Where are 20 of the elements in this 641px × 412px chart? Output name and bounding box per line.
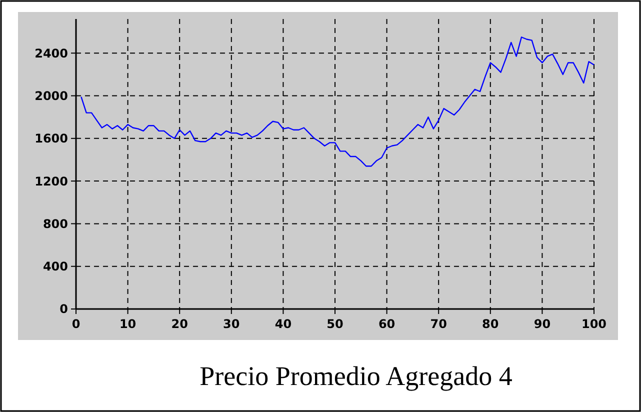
- x-tick-label: 30: [223, 317, 240, 331]
- x-tick-label: 10: [119, 317, 136, 331]
- y-tick-label: 800: [42, 216, 68, 231]
- y-tick-label: 2000: [34, 88, 68, 103]
- x-tick-label: 80: [482, 317, 499, 331]
- y-tick-label: 400: [42, 260, 68, 274]
- y-tick-label: 2400: [34, 46, 68, 60]
- x-tick-label: 0: [72, 317, 80, 331]
- x-tick-label: 90: [534, 317, 551, 331]
- x-tick-label: 40: [274, 317, 292, 331]
- x-tick-label: 20: [171, 317, 188, 331]
- x-tick-label: 50: [326, 317, 344, 331]
- x-tick-label: 60: [378, 317, 396, 331]
- x-tick-label: 70: [430, 317, 447, 331]
- y-tick-label: 0: [60, 302, 68, 316]
- y-tick-label: 1600: [34, 132, 68, 146]
- x-tick-label: 100: [581, 317, 607, 331]
- line-series: [80, 36, 595, 167]
- y-tick-label: 1200: [34, 174, 68, 188]
- text: Precio Promedio Agregado 4: [200, 361, 513, 391]
